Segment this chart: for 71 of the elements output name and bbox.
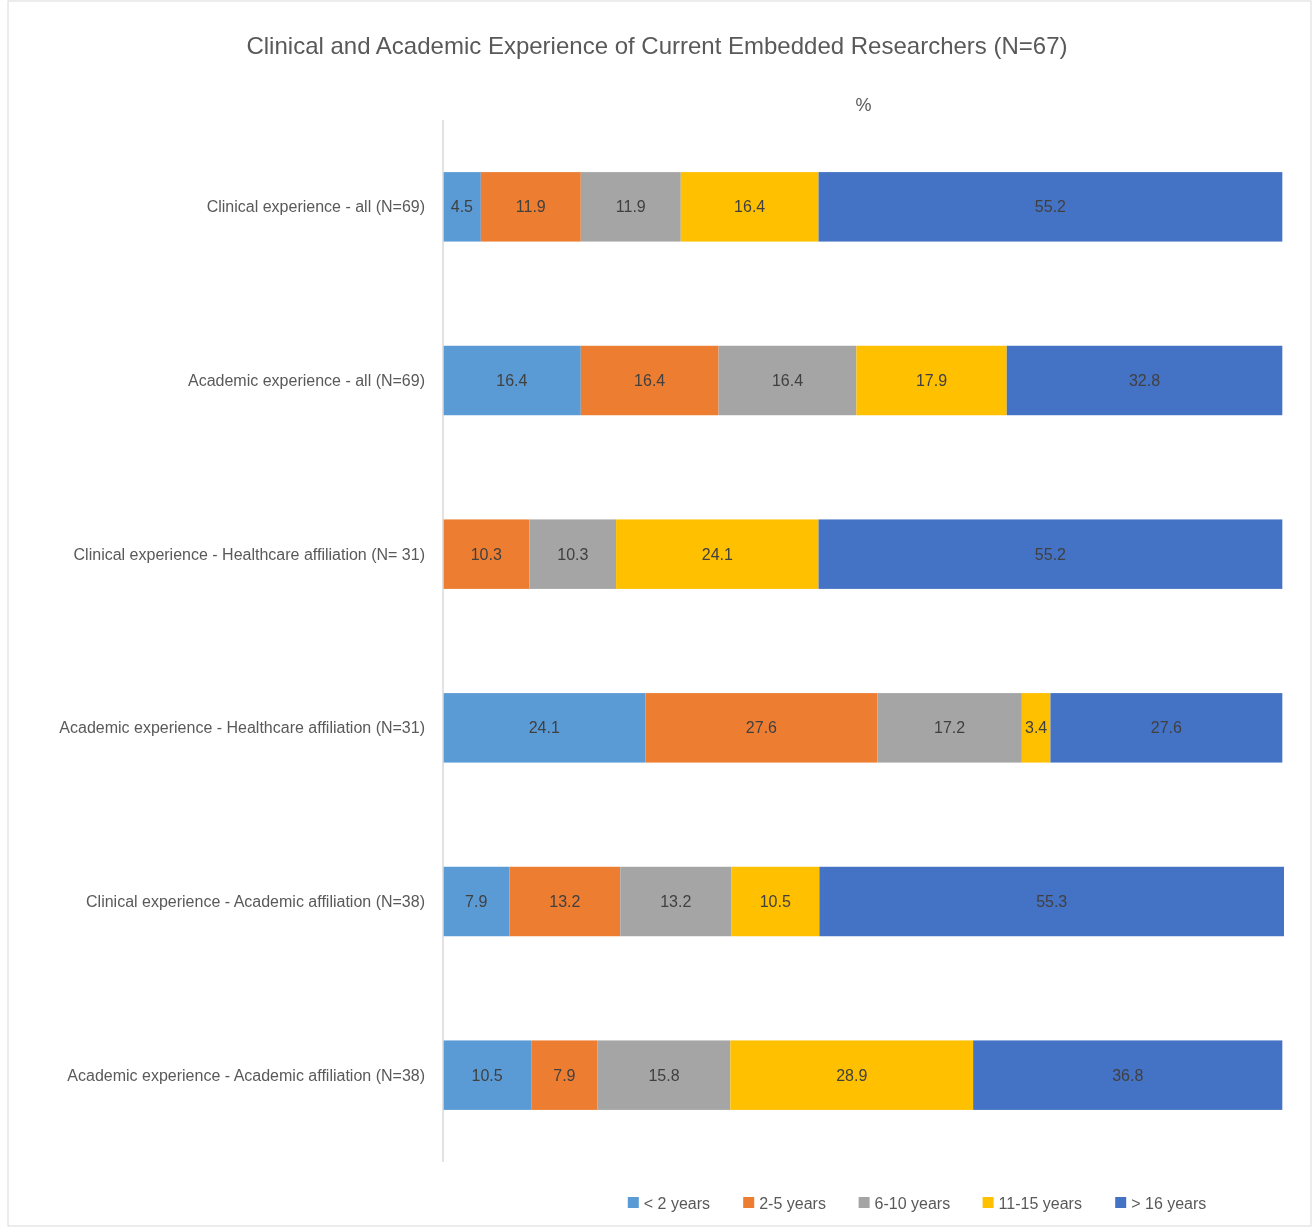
data-label: 7.9 bbox=[465, 893, 488, 911]
legend-label: 2-5 years bbox=[759, 1194, 826, 1212]
data-label: 13.2 bbox=[549, 893, 581, 911]
y-tick-label: Academic experience - all (N=69) bbox=[188, 372, 425, 390]
bar bbox=[443, 519, 530, 589]
bar bbox=[731, 866, 820, 937]
bar bbox=[443, 866, 510, 937]
bar bbox=[580, 345, 719, 416]
data-label: 55.2 bbox=[1034, 545, 1067, 563]
data-label: 16.4 bbox=[771, 372, 804, 390]
y-tick-label: Academic experience - Academic affiliation (N=38) bbox=[67, 1066, 425, 1084]
data-label: 16.4 bbox=[634, 372, 666, 390]
data-label: 55.2 bbox=[1034, 198, 1067, 216]
bar bbox=[718, 345, 857, 416]
data-label: 11.9 bbox=[515, 198, 546, 216]
data-label: 10.5 bbox=[759, 893, 791, 911]
data-label: 13.2 bbox=[660, 893, 692, 911]
data-label: 55.3 bbox=[1036, 893, 1068, 911]
y-tick-label: Clinical experience - Healthcare affiliation (N= 31) bbox=[73, 545, 425, 563]
bar bbox=[973, 1040, 1283, 1110]
data-label: 7.9 bbox=[553, 1066, 576, 1084]
bar bbox=[620, 866, 732, 937]
bar bbox=[597, 1040, 731, 1110]
x-axis-title: % bbox=[855, 95, 872, 115]
bar bbox=[443, 693, 646, 763]
data-label: 16.4 bbox=[734, 198, 766, 216]
data-label: 17.9 bbox=[915, 372, 948, 390]
bar bbox=[1021, 693, 1051, 763]
data-label: 36.8 bbox=[1112, 1066, 1144, 1084]
legend-label: < 2 years bbox=[643, 1194, 711, 1212]
data-label: 28.9 bbox=[836, 1066, 868, 1084]
bar bbox=[443, 345, 581, 416]
legend-label: > 16 years bbox=[1131, 1194, 1207, 1212]
data-label: 11.9 bbox=[615, 198, 646, 216]
bar bbox=[616, 519, 819, 589]
bar bbox=[818, 519, 1283, 589]
bar bbox=[443, 1040, 532, 1110]
bar bbox=[818, 172, 1283, 242]
legend-label: 6-10 years bbox=[874, 1194, 951, 1212]
chart-title: Clinical and Academic Experience of Current Embedded Researchers (N=67) bbox=[246, 32, 1068, 59]
y-tick-label: Clinical experience - all (N=69) bbox=[206, 198, 425, 216]
data-label: 32.8 bbox=[1128, 372, 1161, 390]
data-label: 27.6 bbox=[1150, 719, 1183, 737]
bar bbox=[877, 693, 1022, 763]
bar bbox=[531, 1040, 598, 1110]
bar bbox=[443, 172, 481, 242]
bar bbox=[645, 693, 878, 763]
bar bbox=[580, 172, 681, 242]
y-tick-label: Clinical experience - Academic affiliation (N=38) bbox=[86, 893, 425, 911]
data-label: 10.3 bbox=[557, 545, 589, 563]
data-label: 17.2 bbox=[934, 719, 966, 737]
bar bbox=[856, 345, 1007, 416]
data-label: 27.6 bbox=[745, 719, 778, 737]
data-label: 16.4 bbox=[496, 372, 528, 390]
bar bbox=[1006, 345, 1283, 416]
bar bbox=[819, 866, 1284, 937]
bar bbox=[680, 172, 819, 242]
data-label: 10.3 bbox=[470, 545, 502, 563]
data-label: 3.4 bbox=[1025, 719, 1048, 737]
data-label: 24.1 bbox=[528, 719, 560, 737]
bar bbox=[1050, 693, 1283, 763]
bar bbox=[730, 1040, 974, 1110]
y-tick-label: Academic experience - Healthcare affiliation (N=31) bbox=[59, 719, 425, 737]
bar bbox=[529, 519, 617, 589]
bar bbox=[480, 172, 581, 242]
data-label: 10.5 bbox=[471, 1066, 503, 1084]
bar bbox=[509, 866, 621, 937]
data-label: 4.5 bbox=[450, 198, 474, 216]
data-label: 24.1 bbox=[701, 545, 733, 563]
legend-label: 11-15 years bbox=[998, 1194, 1082, 1212]
data-label: 15.8 bbox=[648, 1066, 680, 1084]
